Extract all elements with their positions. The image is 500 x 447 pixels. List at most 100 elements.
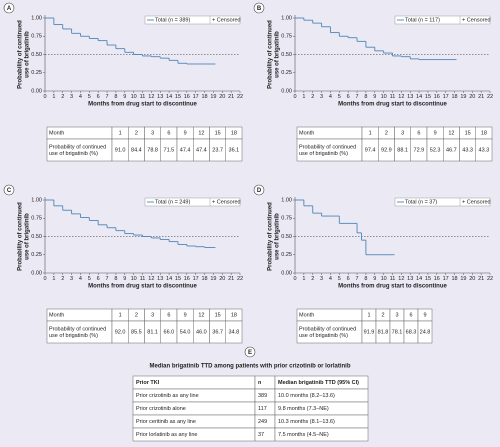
table-cell: [225, 320, 243, 344]
x-tick-label: 5: [338, 94, 341, 100]
table-row-header: Month: [49, 312, 64, 318]
table-value: 43.3: [462, 147, 473, 153]
y-axis-label: use of brigatinib: [275, 213, 281, 260]
x-tick-label: 5: [88, 94, 91, 100]
x-tick-label: 14: [416, 94, 422, 100]
x-tick-label: 18: [451, 94, 457, 100]
table-cell: [225, 138, 243, 162]
x-tick-label: 21: [478, 94, 484, 100]
x-axis-label: Months from drug start to discontinue: [88, 102, 197, 108]
x-tick-label: 21: [478, 276, 484, 282]
table-value: 34.8: [229, 329, 240, 335]
table-value: 72.9: [414, 147, 425, 153]
table-month: 1: [367, 312, 370, 318]
table-value: 81.8: [378, 329, 389, 335]
table-month: 15: [215, 312, 221, 318]
table-cell: [475, 138, 493, 162]
x-tick-label: 5: [338, 276, 341, 282]
table-row-header: Month: [49, 130, 64, 136]
legend-entry: + Censored: [212, 18, 241, 24]
legend-box: [394, 15, 491, 25]
x-tick-label: 20: [219, 276, 225, 282]
x-tick-label: 1: [302, 94, 305, 100]
table-value: 47.4: [180, 147, 191, 153]
table-title: Median brigatinib TTD among patients wit…: [150, 364, 351, 370]
x-tick-label: 12: [398, 276, 404, 282]
y-axis-label: Probability of continued: [268, 202, 274, 271]
table-month: 18: [231, 312, 237, 318]
legend-box: [144, 15, 241, 25]
table-cell-text: 389: [258, 393, 267, 399]
x-tick-label: 15: [175, 94, 181, 100]
y-tick-label: 0.25: [31, 70, 42, 76]
x-tick-label: 21: [228, 276, 234, 282]
table-row-header: Month: [299, 130, 314, 136]
x-tick-label: 6: [97, 276, 100, 282]
table-value: 91.0: [115, 147, 126, 153]
x-tick-label: 11: [390, 94, 396, 100]
table-value: 36.7: [212, 329, 223, 335]
x-tick-label: 11: [390, 276, 396, 282]
table-cell-text: 10.3 months (8.1–13.6): [278, 419, 335, 425]
table-cell-text: Prior lorlatinib as any line: [136, 432, 197, 438]
x-tick-label: 4: [79, 94, 82, 100]
table-cell-text: Prior crizotinib alone: [136, 406, 186, 412]
y-tick-label: 0.50: [281, 234, 292, 240]
x-tick-label: 1: [52, 276, 55, 282]
table-month: 12: [448, 130, 454, 136]
y-tick-label: 0.25: [281, 70, 292, 76]
table-cell-text: 7.5 months (4.5–NE): [278, 432, 329, 438]
table-month: 3: [151, 312, 154, 318]
table-month: 18: [231, 130, 237, 136]
table-value: 52.3: [430, 147, 441, 153]
x-tick-label: 10: [131, 94, 137, 100]
x-tick-label: 22: [237, 94, 243, 100]
table-value: 66.0: [164, 329, 175, 335]
table-month: 2: [385, 130, 388, 136]
x-tick-label: 7: [356, 276, 359, 282]
x-tick-label: 9: [373, 276, 376, 282]
x-tick-label: 8: [114, 94, 117, 100]
x-tick-label: 0: [43, 94, 46, 100]
table-month: 6: [167, 130, 170, 136]
table-row-header: use of brigatinib (%): [49, 333, 98, 339]
table-month: 18: [481, 130, 487, 136]
table-value: 23.7: [212, 147, 223, 153]
x-tick-label: 18: [201, 94, 207, 100]
x-tick-label: 19: [210, 276, 216, 282]
x-tick-label: 16: [184, 276, 190, 282]
x-tick-label: 12: [148, 276, 154, 282]
x-tick-label: 16: [184, 94, 190, 100]
table-cell-text: 117: [258, 406, 267, 412]
legend-entry: Total (n = 389): [155, 18, 190, 24]
x-tick-label: 2: [61, 276, 64, 282]
y-tick-label: 1.00: [281, 15, 292, 21]
legend-entry: Total (n = 117): [405, 18, 440, 24]
x-tick-label: 15: [425, 94, 431, 100]
legend-entry: Total (n = 249): [155, 200, 190, 206]
table-value: 88.1: [397, 147, 408, 153]
x-axis-label: Months from drug start to discontinue: [338, 102, 447, 108]
x-tick-label: 10: [381, 276, 387, 282]
x-tick-label: 19: [460, 276, 466, 282]
x-tick-label: 1: [302, 276, 305, 282]
x-tick-label: 22: [237, 276, 243, 282]
x-tick-label: 12: [398, 94, 404, 100]
table-month: 9: [184, 130, 187, 136]
x-tick-label: 15: [175, 276, 181, 282]
table-cell-text: 10.0 months (8.2–13.6): [278, 393, 335, 399]
y-axis-label: use of brigatinib: [275, 31, 281, 78]
x-tick-label: 0: [43, 276, 46, 282]
table-value: 36.1: [229, 147, 240, 153]
x-tick-label: 6: [347, 276, 350, 282]
x-tick-label: 14: [166, 94, 172, 100]
x-tick-label: 17: [193, 276, 199, 282]
table-value: 78.8: [147, 147, 158, 153]
table-row-header: use of brigatinib (%): [299, 333, 348, 339]
y-axis-label: use of brigatinib: [25, 31, 31, 78]
y-tick-label: 1.00: [31, 197, 42, 203]
x-tick-label: 7: [106, 94, 109, 100]
table-month: 3: [395, 312, 398, 318]
x-tick-label: 13: [407, 276, 413, 282]
table-row-header: Probability of continued: [299, 144, 356, 150]
